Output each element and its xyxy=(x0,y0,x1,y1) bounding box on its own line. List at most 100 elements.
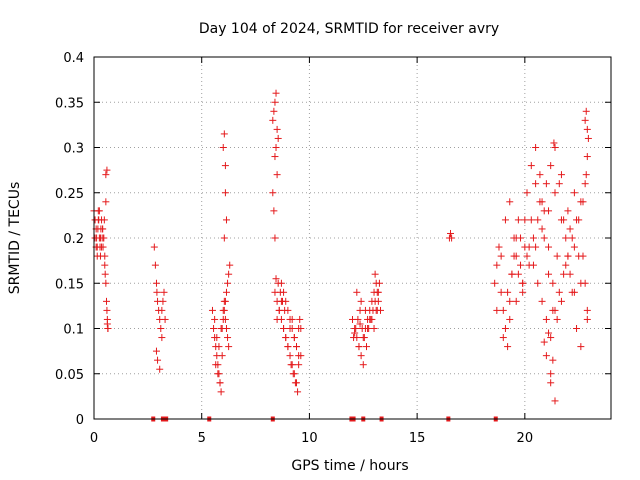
data-point xyxy=(525,261,533,269)
data-point xyxy=(290,334,298,342)
x-tick-label: 0 xyxy=(90,431,98,446)
data-point xyxy=(216,379,224,387)
data-point xyxy=(220,130,228,138)
y-tick-label: 0.4 xyxy=(63,51,84,66)
data-point xyxy=(538,297,546,305)
data-point xyxy=(357,297,365,305)
data-point xyxy=(361,306,369,314)
data-point xyxy=(271,98,279,106)
data-point xyxy=(152,347,160,355)
data-point xyxy=(499,306,507,314)
data-point xyxy=(527,216,535,224)
data-point xyxy=(221,315,229,323)
y-tick-label: 0.1 xyxy=(63,323,84,338)
data-point xyxy=(274,134,282,142)
data-point xyxy=(555,180,563,188)
data-point xyxy=(218,352,226,360)
data-point xyxy=(583,125,591,133)
data-point xyxy=(156,365,164,373)
data-point xyxy=(504,343,512,351)
data-point xyxy=(573,216,581,224)
data-point xyxy=(213,334,221,342)
data-point xyxy=(501,325,509,332)
tick-labels: 0 0.05 0.1 0.15 0.2 0.25 0.3 0.35 0.4 0 5 10 15 20 xyxy=(55,51,533,446)
data-point xyxy=(150,243,158,251)
data-point xyxy=(273,171,281,179)
data-point xyxy=(583,306,591,314)
data-point xyxy=(517,261,525,269)
data-point xyxy=(553,315,561,323)
data-point xyxy=(564,207,572,215)
x-tick-label: 10 xyxy=(301,431,318,446)
data-point xyxy=(519,288,527,296)
data-point xyxy=(158,334,166,342)
data-point xyxy=(583,153,591,161)
data-point xyxy=(278,297,286,305)
data-point xyxy=(551,144,559,151)
data-point xyxy=(499,334,507,342)
y-axis-label: SRMTID / TECUs xyxy=(7,182,23,295)
data-point xyxy=(529,234,537,242)
data-point xyxy=(581,116,589,124)
data-point xyxy=(521,216,529,224)
data-point xyxy=(102,198,110,206)
data-point xyxy=(570,189,578,197)
data-point xyxy=(371,297,379,305)
data-point xyxy=(525,243,533,251)
data-point xyxy=(157,325,165,332)
data-point xyxy=(540,338,548,346)
x-tick-label: 15 xyxy=(409,431,426,446)
data-point xyxy=(222,288,230,296)
data-point xyxy=(519,279,527,287)
data-point xyxy=(577,279,585,287)
data-point xyxy=(297,325,305,332)
data-point xyxy=(104,325,112,332)
data-point xyxy=(532,243,540,251)
data-point xyxy=(547,162,555,170)
data-point xyxy=(296,315,304,323)
data-point xyxy=(221,189,229,197)
data-point xyxy=(286,315,294,323)
data-point xyxy=(100,216,108,224)
data-point xyxy=(562,234,570,242)
data-point xyxy=(222,325,230,332)
data-point xyxy=(102,297,110,305)
y-tick-label: 0.25 xyxy=(55,187,84,202)
data-point xyxy=(351,329,359,337)
data-point xyxy=(288,325,296,332)
data-point xyxy=(523,252,531,260)
data-point xyxy=(291,379,299,387)
data-point xyxy=(217,388,225,396)
data-point xyxy=(357,352,365,360)
data-point xyxy=(269,189,277,197)
data-point xyxy=(208,306,216,314)
data-point xyxy=(224,334,232,342)
data-point xyxy=(160,288,168,296)
y-tick-label: 0.15 xyxy=(55,277,84,292)
data-point xyxy=(551,397,559,405)
data-point xyxy=(101,252,109,260)
data-point xyxy=(287,361,295,369)
data-point xyxy=(545,207,553,215)
data-point xyxy=(506,198,514,206)
data-point xyxy=(292,343,300,351)
data-point xyxy=(98,243,106,251)
data-point xyxy=(583,315,591,323)
data-point xyxy=(280,325,288,332)
data-point xyxy=(215,343,223,351)
data-point xyxy=(510,234,518,242)
data-point xyxy=(551,306,559,314)
data-point xyxy=(273,125,281,133)
data-point xyxy=(582,171,590,179)
y-tick-label: 0 xyxy=(76,413,84,428)
data-point xyxy=(161,315,169,323)
data-point xyxy=(373,306,381,314)
data-point xyxy=(368,315,376,323)
data-point xyxy=(551,189,559,197)
data-point xyxy=(523,189,531,197)
data-point xyxy=(359,334,367,342)
data-point xyxy=(274,279,282,287)
data-point xyxy=(560,270,568,278)
y-tick-label: 0.35 xyxy=(55,96,84,111)
